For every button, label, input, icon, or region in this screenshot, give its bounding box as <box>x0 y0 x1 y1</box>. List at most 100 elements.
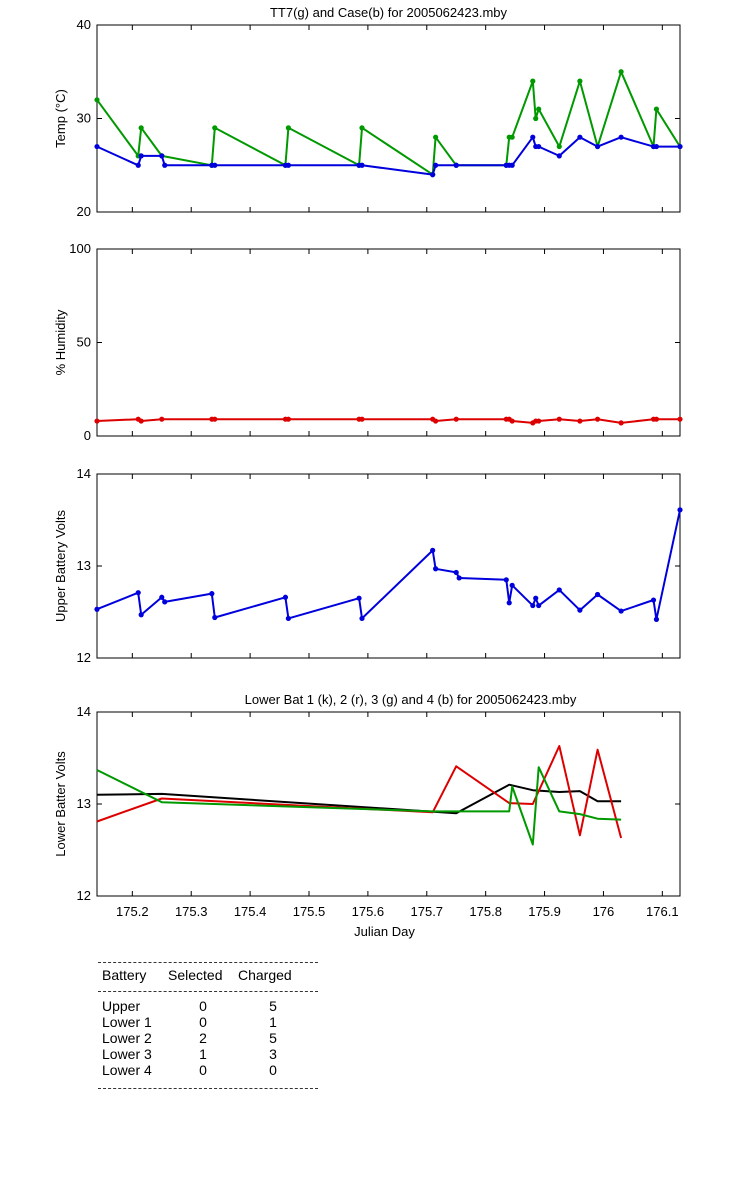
data-point <box>509 582 515 588</box>
lower-volts-frame <box>96 711 681 897</box>
data-point <box>159 594 165 600</box>
data-point <box>212 416 218 422</box>
data-point <box>209 591 215 597</box>
data-point <box>433 134 439 140</box>
data-point <box>433 162 439 168</box>
data-point <box>530 602 536 609</box>
data-point <box>359 162 365 168</box>
y-tick-label: 12 <box>77 888 91 903</box>
y-axis-label: Upper Battery Volts <box>53 510 68 622</box>
data-point <box>594 591 601 598</box>
y-tick-label: 14 <box>77 704 91 719</box>
series-line <box>96 70 681 176</box>
data-point <box>285 162 291 168</box>
table-bottom-rule <box>98 1088 318 1089</box>
table-row: Lower 3 1 3 <box>98 1046 318 1062</box>
table-header-row: Battery Selected Charged <box>98 963 318 991</box>
charged-count: 5 <box>269 998 277 1014</box>
x-tick-label: 175.3 <box>175 904 208 919</box>
data-point <box>285 416 291 422</box>
data-point <box>212 614 218 621</box>
data-point <box>430 172 436 178</box>
header-selected: Selected <box>168 967 223 983</box>
data-point <box>594 416 601 422</box>
table-top-rule <box>98 962 318 963</box>
data-point <box>577 607 583 613</box>
y-tick-label: 20 <box>77 204 91 219</box>
table-row: Upper 0 5 <box>98 998 318 1014</box>
battery-name: Lower 2 <box>102 1030 152 1046</box>
data-point <box>577 418 583 424</box>
data-point <box>533 115 539 122</box>
data-point <box>618 608 624 614</box>
y-axis-label: Temp (°C) <box>53 89 68 148</box>
data-point <box>135 590 141 596</box>
y-tick-label: 0 <box>84 428 91 443</box>
header-battery: Battery <box>102 967 147 983</box>
y-tick-label: 13 <box>77 558 91 573</box>
series-line <box>96 136 680 176</box>
battery-name: Lower 3 <box>102 1046 152 1062</box>
x-tick-label: 175.4 <box>234 904 267 919</box>
data-point <box>433 566 439 572</box>
data-point <box>162 599 168 605</box>
data-point <box>359 125 365 131</box>
data-point <box>677 507 683 513</box>
table-header-rule <box>98 991 318 992</box>
data-point <box>556 143 562 150</box>
y-axis-label: Lower Batter Volts <box>53 751 68 857</box>
data-point <box>677 416 683 422</box>
x-tick-label: 176 <box>593 904 615 919</box>
data-point <box>456 575 462 581</box>
data-point <box>138 418 144 424</box>
y-tick-label: 14 <box>77 466 91 481</box>
data-point <box>530 78 536 84</box>
data-point <box>509 418 515 424</box>
data-point <box>453 416 459 422</box>
y-tick-label: 12 <box>77 650 91 665</box>
chart-title: Lower Bat 1 (k), 2 (r), 3 (g) and 4 (b) … <box>245 692 577 707</box>
data-point <box>212 125 218 131</box>
humidity-frame <box>96 248 681 437</box>
data-point <box>282 594 289 600</box>
data-point <box>618 134 624 140</box>
series-line <box>96 783 622 815</box>
charged-count: 0 <box>269 1062 277 1078</box>
data-point <box>285 615 291 622</box>
chart-area: 20 30 40 Temp (°C) TT7(g) and Case(b) for 20… <box>53 5 683 939</box>
data-point <box>536 106 542 112</box>
selected-count: 0 <box>199 998 207 1014</box>
data-point <box>159 416 165 422</box>
data-point <box>536 418 542 424</box>
selected-count: 2 <box>199 1030 207 1046</box>
data-point <box>509 134 515 140</box>
data-point <box>138 153 144 159</box>
data-point <box>594 143 601 150</box>
data-point <box>530 134 536 140</box>
data-point <box>618 69 624 75</box>
table-row: Lower 1 0 1 <box>98 1014 318 1030</box>
data-point <box>453 162 459 168</box>
data-point <box>430 547 436 553</box>
data-point <box>433 418 439 424</box>
header-charged: Charged <box>238 967 292 983</box>
data-point <box>653 106 660 112</box>
data-point <box>285 125 291 131</box>
selected-count: 0 <box>199 1062 207 1078</box>
y-tick-label: 40 <box>77 17 91 32</box>
data-point <box>577 78 583 84</box>
data-point <box>536 602 542 609</box>
battery-table: Battery Selected Charged Upper 0 5 Lower… <box>98 962 318 1089</box>
data-point <box>138 612 144 618</box>
data-point <box>509 162 515 168</box>
series-line <box>96 766 622 846</box>
data-point <box>138 125 144 131</box>
data-point <box>94 418 100 424</box>
x-tick-label: 175.2 <box>116 904 149 919</box>
data-point <box>94 97 100 103</box>
battery-name: Upper <box>102 998 141 1014</box>
charged-count: 5 <box>269 1030 277 1046</box>
temp-frame <box>96 24 681 213</box>
data-point <box>653 416 660 422</box>
upper-volts-frame <box>96 473 681 659</box>
